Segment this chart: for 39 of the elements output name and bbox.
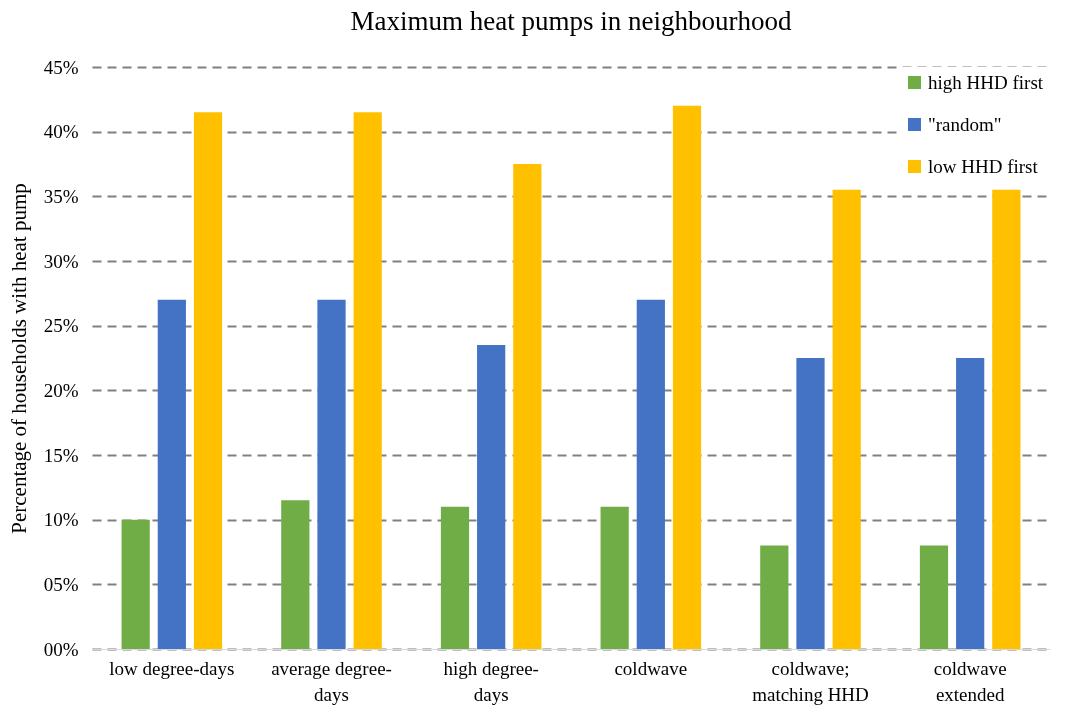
bar bbox=[317, 299, 346, 649]
y-tick-label: 30% bbox=[43, 250, 79, 272]
y-tick-label: 20% bbox=[43, 379, 79, 401]
bar bbox=[281, 500, 310, 649]
y-tick-label: 25% bbox=[43, 315, 79, 337]
bar bbox=[193, 112, 223, 649]
y-tick-label: 05% bbox=[43, 573, 79, 595]
chart-title: Maximum heat pumps in neighbourhood bbox=[350, 6, 792, 36]
y-tick-label: 00% bbox=[43, 638, 79, 660]
bar bbox=[440, 506, 470, 649]
y-tick-label: 45% bbox=[43, 56, 79, 78]
x-tick-label: coldwave bbox=[614, 657, 688, 679]
y-tick-label: 15% bbox=[43, 444, 79, 466]
legend-label: low HHD first bbox=[928, 155, 1039, 177]
bar bbox=[992, 189, 1021, 649]
bar bbox=[477, 345, 506, 649]
bar bbox=[796, 358, 825, 649]
x-tick-label: high degree-days bbox=[443, 657, 539, 705]
y-axis-title: Percentage of households with heat pump bbox=[6, 183, 31, 534]
y-tick-label: 35% bbox=[43, 185, 79, 207]
legend-label: high HHD first bbox=[928, 71, 1044, 93]
bar bbox=[919, 545, 949, 649]
x-tick-label: coldwave; matching HHD bbox=[752, 657, 869, 705]
bar bbox=[956, 358, 985, 649]
x-tick-label: average degree-days bbox=[271, 657, 392, 705]
bar bbox=[353, 112, 382, 649]
y-tick-label: 40% bbox=[43, 121, 79, 143]
bar bbox=[672, 105, 702, 649]
bar bbox=[513, 164, 542, 649]
bar bbox=[157, 299, 186, 649]
y-tick-label: 10% bbox=[43, 509, 79, 531]
bar bbox=[760, 545, 789, 649]
x-tick-label: low degree-days bbox=[109, 657, 235, 679]
bar bbox=[832, 189, 861, 649]
x-tick-label: coldwave extended bbox=[933, 657, 1007, 705]
bar bbox=[636, 299, 665, 649]
bar bbox=[600, 506, 629, 649]
legend-label: "random" bbox=[928, 113, 1002, 135]
bar bbox=[121, 519, 150, 649]
